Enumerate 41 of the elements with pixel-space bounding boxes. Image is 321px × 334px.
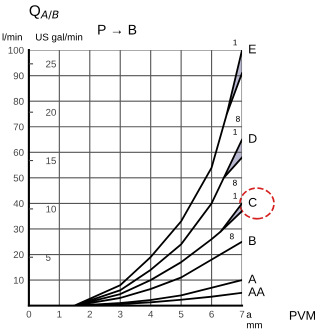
text: Q$_{A/B}$ [30,5,59,20]
y-tick-label: 10 [14,276,24,284]
annotation: 1 [233,40,237,46]
y-tick-label: 60 [14,149,24,156]
x-tick-label: 5 [178,310,184,318]
series-label: C [248,198,257,207]
y-tick-label: 90 [14,72,24,80]
series-label: E [249,44,256,54]
series-label: AA [248,287,265,296]
y-axis-title: l/min [2,33,22,41]
series-label: D [249,134,257,143]
annotation: 8 [230,233,234,240]
x-tick-label: 0 [26,310,32,318]
y2-tick-label: 10 [46,206,56,213]
y-tick-label: 40 [13,200,24,208]
y-tick-label: 30 [14,226,24,233]
annotation: 8 [232,180,237,186]
series-label: B [249,236,256,245]
annotation: 8 [236,116,240,122]
x-tick-label: 3 [118,310,123,318]
y-tick-label: 70 [14,123,24,130]
x-tick-label: 1 [57,310,62,318]
annotation: 1 [233,129,237,135]
y2-axis-title: US gal/min [36,33,82,42]
x-axis-title: a mm [246,312,262,328]
x-tick-label: 6 [209,310,214,318]
y2-tick-label: 20 [46,108,56,116]
y-tick-label: 80 [14,98,24,105]
series-label: A [248,274,256,284]
y-tick-label: 20 [14,251,24,258]
y2-tick-label: 5 [46,254,51,261]
x-tick-label: 2 [88,310,92,318]
y-tick-label: 50 [14,174,24,182]
y-tick-label: 100 [8,46,24,54]
text: PVM [290,311,315,320]
y2-tick-label: 15 [46,157,56,164]
text: P → B [98,24,136,34]
y2-tick-label: 25 [46,60,56,68]
x-tick-label: 4 [148,310,154,318]
annotation: 1 [233,192,237,199]
x-tick-label: 7 [240,310,244,318]
